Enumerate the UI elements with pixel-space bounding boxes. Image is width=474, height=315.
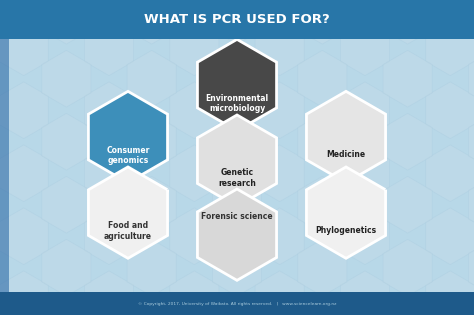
Polygon shape <box>84 271 134 315</box>
Polygon shape <box>307 91 385 183</box>
Text: Genetic
research: Genetic research <box>218 168 256 188</box>
Polygon shape <box>298 176 347 233</box>
Text: Medicine: Medicine <box>327 150 365 159</box>
Polygon shape <box>383 113 432 170</box>
Polygon shape <box>426 145 474 202</box>
Polygon shape <box>255 208 304 265</box>
Polygon shape <box>84 208 134 265</box>
Polygon shape <box>255 145 304 202</box>
Polygon shape <box>127 113 176 170</box>
Polygon shape <box>468 239 474 296</box>
Polygon shape <box>170 19 219 76</box>
Polygon shape <box>340 19 390 76</box>
Polygon shape <box>383 239 432 296</box>
Text: Food and
agriculture: Food and agriculture <box>104 221 152 241</box>
Polygon shape <box>0 208 48 265</box>
Polygon shape <box>89 91 167 183</box>
Polygon shape <box>170 82 219 139</box>
Polygon shape <box>255 19 304 76</box>
Polygon shape <box>170 145 219 202</box>
Polygon shape <box>426 82 474 139</box>
Polygon shape <box>212 176 262 233</box>
Polygon shape <box>255 271 304 315</box>
Polygon shape <box>426 271 474 315</box>
Polygon shape <box>212 50 262 107</box>
Polygon shape <box>298 50 347 107</box>
Polygon shape <box>84 145 134 202</box>
Polygon shape <box>89 167 167 258</box>
Text: Phylogenetics: Phylogenetics <box>316 226 376 235</box>
Polygon shape <box>170 271 219 315</box>
Polygon shape <box>340 145 390 202</box>
Polygon shape <box>198 115 276 206</box>
Polygon shape <box>426 208 474 265</box>
Polygon shape <box>340 208 390 265</box>
Polygon shape <box>0 271 48 315</box>
Text: © Copyright, 2017, University of Waikato. All rights reserved.   |   www.science: © Copyright, 2017, University of Waikato… <box>138 302 336 306</box>
Text: Forensic science: Forensic science <box>201 212 273 221</box>
Polygon shape <box>170 208 219 265</box>
Polygon shape <box>468 176 474 233</box>
Polygon shape <box>212 113 262 170</box>
Polygon shape <box>383 176 432 233</box>
Polygon shape <box>426 19 474 76</box>
Text: WHAT IS PCR USED FOR?: WHAT IS PCR USED FOR? <box>144 13 330 26</box>
Polygon shape <box>127 176 176 233</box>
Polygon shape <box>212 0 262 44</box>
FancyBboxPatch shape <box>0 39 9 292</box>
FancyBboxPatch shape <box>0 0 474 39</box>
Text: Consumer
genomics: Consumer genomics <box>106 146 150 165</box>
Polygon shape <box>0 82 48 139</box>
Polygon shape <box>298 0 347 44</box>
Polygon shape <box>42 50 91 107</box>
Polygon shape <box>212 239 262 296</box>
Polygon shape <box>198 189 276 280</box>
Polygon shape <box>84 82 134 139</box>
Polygon shape <box>468 50 474 107</box>
Polygon shape <box>340 271 390 315</box>
Polygon shape <box>42 239 91 296</box>
Polygon shape <box>0 145 48 202</box>
Polygon shape <box>468 113 474 170</box>
Polygon shape <box>0 19 48 76</box>
Polygon shape <box>298 239 347 296</box>
Polygon shape <box>298 113 347 170</box>
Polygon shape <box>42 0 91 44</box>
Polygon shape <box>340 82 390 139</box>
Polygon shape <box>307 167 385 258</box>
Polygon shape <box>383 50 432 107</box>
Polygon shape <box>127 239 176 296</box>
Polygon shape <box>42 176 91 233</box>
Text: Environmental
microbiology: Environmental microbiology <box>205 94 269 113</box>
Polygon shape <box>383 0 432 44</box>
Polygon shape <box>255 82 304 139</box>
Polygon shape <box>468 0 474 44</box>
Polygon shape <box>84 19 134 76</box>
Polygon shape <box>127 50 176 107</box>
FancyBboxPatch shape <box>0 292 474 315</box>
Polygon shape <box>198 39 276 131</box>
Polygon shape <box>42 113 91 170</box>
Polygon shape <box>127 0 176 44</box>
